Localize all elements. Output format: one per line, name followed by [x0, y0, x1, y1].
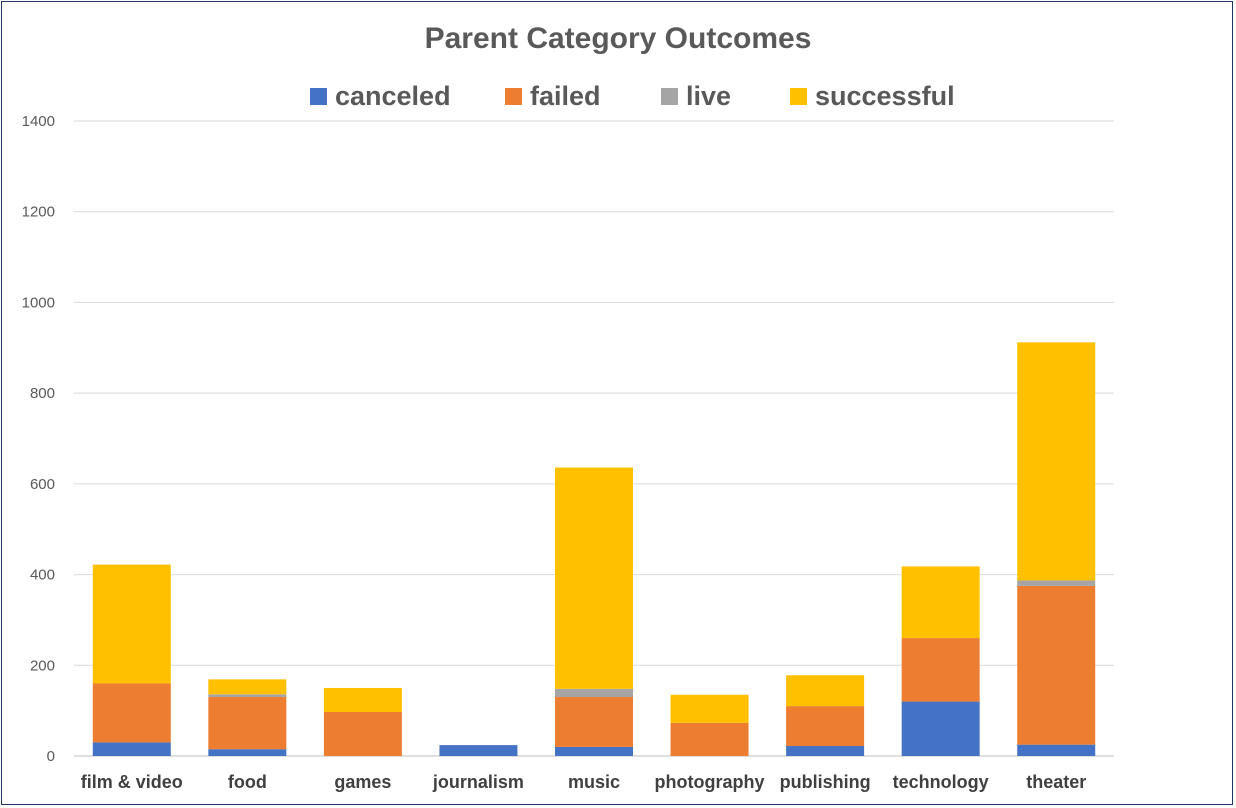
bar-segment-live: [208, 694, 287, 698]
y-tick-label: 400: [30, 567, 55, 584]
bar-segment-successful: [901, 566, 980, 639]
x-tick-label: film & video: [81, 772, 183, 792]
bar-segment-successful: [92, 564, 171, 684]
x-tick-label: food: [228, 772, 267, 792]
bar-segment-failed: [901, 638, 980, 702]
bar-segment-canceled: [208, 749, 287, 756]
legend-item-successful: successful: [790, 78, 955, 114]
legend-item-live: live: [661, 78, 731, 114]
bar-segment-failed: [1017, 585, 1096, 745]
legend-item-canceled: canceled: [310, 78, 451, 114]
bar-segment-canceled: [555, 746, 633, 756]
legend-label-canceled: canceled: [335, 80, 451, 111]
x-tick-label: theater: [1026, 772, 1086, 792]
x-tick-label: photography: [655, 772, 765, 792]
y-tick-label: 0: [47, 748, 55, 765]
legend-swatch-successful: [790, 87, 807, 105]
bar-segment-failed: [670, 722, 749, 756]
bar-segment-successful: [786, 675, 865, 707]
bar-segment-successful: [323, 687, 402, 713]
bar-segment-canceled: [439, 745, 518, 756]
bar-segment-live: [1017, 580, 1096, 586]
bar-segment-successful: [670, 694, 749, 723]
bar-segment-failed: [92, 683, 171, 743]
bar-segment-live: [555, 688, 633, 698]
bar-segment-failed: [208, 697, 287, 750]
bar-segment-successful: [208, 679, 287, 695]
x-tick-label: technology: [893, 772, 989, 792]
bar-segment-canceled: [901, 701, 980, 756]
y-tick-label: 600: [30, 476, 55, 493]
bar-segment-canceled: [786, 746, 865, 756]
x-tick-label: publishing: [780, 772, 871, 792]
x-tick-label: music: [568, 772, 620, 792]
bar-segment-failed: [555, 697, 633, 747]
legend-swatch-failed: [505, 87, 522, 105]
y-tick-label: 1200: [22, 204, 55, 221]
y-tick-label: 200: [30, 657, 55, 674]
bar-segment-successful: [555, 467, 633, 689]
bar-segment-canceled: [92, 742, 171, 756]
x-tick-label: journalism: [432, 772, 524, 792]
legend-item-failed: failed: [505, 78, 601, 114]
legend-label-successful: successful: [815, 80, 955, 111]
legend-swatch-canceled: [310, 87, 327, 105]
legend-label-live: live: [686, 80, 732, 111]
y-tick-label: 1400: [22, 113, 55, 130]
y-tick-label: 1000: [22, 294, 55, 311]
legend-label-failed: failed: [530, 80, 601, 111]
bar-segment-failed: [323, 712, 402, 756]
chart-legend: canceled failed live successful: [2, 78, 1234, 114]
x-tick-label: games: [334, 772, 391, 792]
chart-title: Parent Category Outcomes: [424, 22, 812, 55]
bar-segment-failed: [786, 706, 865, 747]
bar-segment-successful: [1017, 342, 1096, 581]
legend-swatch-live: [661, 87, 678, 105]
y-tick-label: 800: [30, 385, 55, 402]
bar-segment-canceled: [1017, 744, 1096, 756]
